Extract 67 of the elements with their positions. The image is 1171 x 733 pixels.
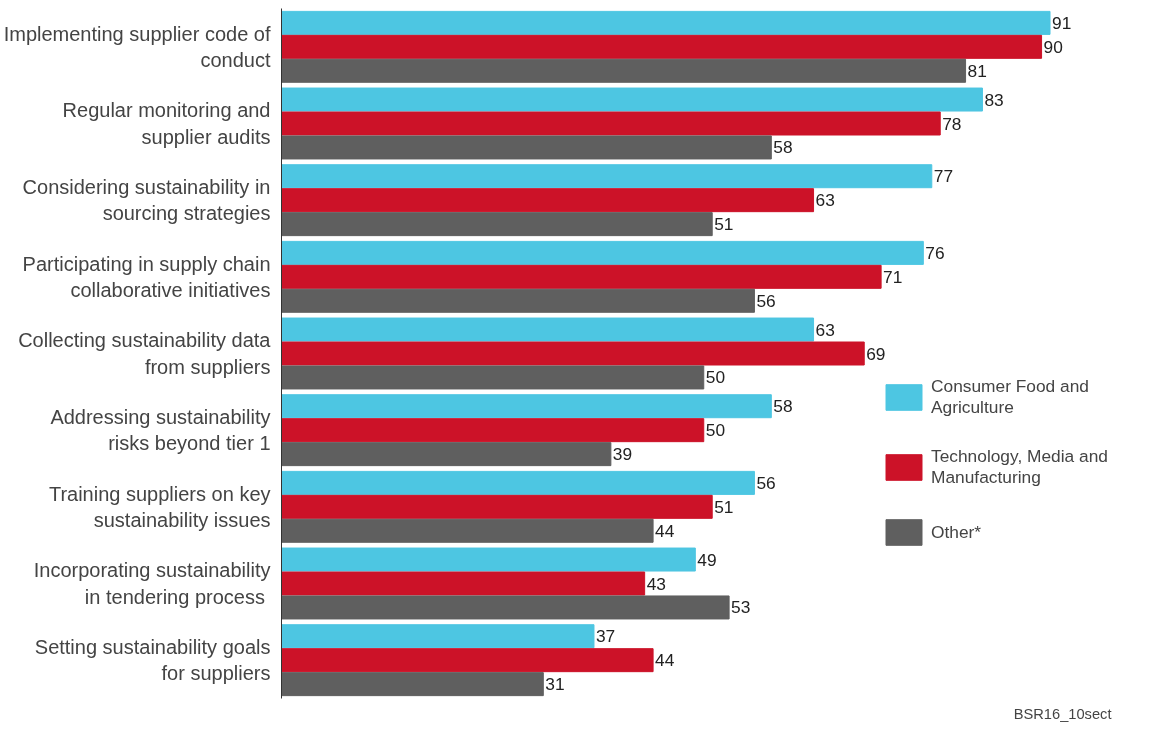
bar <box>281 547 696 572</box>
legend-label: Consumer Food and Agriculture <box>931 376 1089 418</box>
y-tick-label: Setting sustainability goals for suppliers <box>34 635 271 685</box>
bar <box>281 240 924 265</box>
data-label: 58 <box>773 137 793 158</box>
data-label: 63 <box>815 190 835 211</box>
bar <box>281 188 815 213</box>
data-label: 51 <box>714 214 734 235</box>
data-label: 31 <box>545 674 565 695</box>
data-label: 63 <box>815 319 835 340</box>
bar <box>281 264 882 289</box>
bar <box>281 624 595 649</box>
bar <box>281 111 941 136</box>
legend-label: Other* <box>931 521 982 543</box>
data-label: 49 <box>697 549 717 570</box>
data-label: 90 <box>1043 36 1063 57</box>
data-label: 53 <box>731 597 751 618</box>
y-tick-label: Regular monitoring and supplier audits <box>62 99 271 148</box>
bar <box>281 288 755 313</box>
data-label: 50 <box>705 420 726 441</box>
bar <box>281 442 612 467</box>
bar <box>281 418 705 443</box>
bar <box>281 317 815 342</box>
bar <box>281 672 544 697</box>
bar <box>281 87 983 112</box>
y-tick-label: Addressing sustainability risks beyond tier 1 <box>50 405 271 455</box>
data-label: 44 <box>655 520 675 541</box>
data-label: 50 <box>705 367 726 388</box>
data-label: 83 <box>984 89 1004 110</box>
legend-label: Technology, Media and Manufacturing <box>931 446 1108 488</box>
data-label: 69 <box>866 343 886 364</box>
y-tick-label: Considering sustainability in sourcing strategies <box>22 175 271 225</box>
bar <box>281 164 933 189</box>
data-label: 76 <box>925 242 945 263</box>
bar <box>281 10 1051 35</box>
text: BSR16_10sect <box>1013 705 1112 722</box>
bar <box>281 212 713 237</box>
bar <box>281 58 967 83</box>
bar <box>281 135 772 160</box>
y-tick-label: Training suppliers on key sustainability issues <box>48 482 271 532</box>
data-label: 44 <box>655 650 675 671</box>
data-label: 78 <box>942 113 962 134</box>
y-tick-label: Implementing supplier code of conduct <box>3 22 271 72</box>
data-label: 39 <box>612 444 633 465</box>
data-label: 56 <box>756 290 776 311</box>
bar <box>281 648 654 673</box>
data-label: 43 <box>646 573 666 594</box>
bar <box>281 365 705 390</box>
bar <box>281 518 654 543</box>
data-label: 81 <box>967 60 987 81</box>
y-tick-label: Participating in supply chain collaborative initiatives <box>22 252 271 302</box>
y-tick-label: Collecting sustainability data from suppliers <box>18 329 272 378</box>
bar <box>281 341 865 366</box>
data-label: 51 <box>714 496 734 517</box>
data-label: 91 <box>1052 12 1072 33</box>
bar <box>281 470 755 495</box>
data-label: 71 <box>883 266 903 287</box>
data-label: 58 <box>773 396 793 417</box>
bar <box>281 571 646 596</box>
bar <box>281 595 730 620</box>
bar <box>281 394 772 419</box>
data-label: 37 <box>595 626 616 647</box>
y-tick-label: Incorporating sustainability in tendering process <box>33 559 271 608</box>
bar <box>281 494 713 519</box>
bar <box>281 34 1043 59</box>
data-label: 77 <box>933 166 954 187</box>
data-label: 56 <box>756 472 776 493</box>
